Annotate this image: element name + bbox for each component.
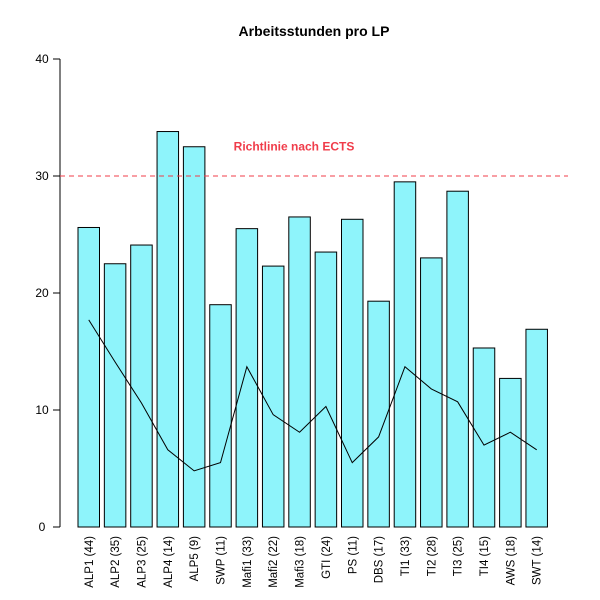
bar: [314, 251, 338, 528]
bar: [446, 190, 469, 528]
bar: [288, 216, 311, 528]
x-category-label: ALP4 (14): [163, 536, 175, 588]
y-tick-label: 40: [35, 52, 49, 66]
x-category-label: Mafi2 (22): [268, 536, 280, 588]
bar: [77, 226, 100, 528]
y-tick-label: 0: [39, 520, 46, 534]
reference-line-label: Richtlinie nach ECTS: [234, 139, 355, 153]
bar: [156, 131, 180, 528]
bar: [525, 328, 548, 528]
x-category-label: Mafi3 (18): [295, 536, 307, 588]
x-category-label: Mafi1 (33): [242, 536, 254, 588]
x-category-label: TI1 (33): [400, 536, 412, 576]
x-category-label: ALP5 (9): [189, 536, 201, 582]
reference-line-group: Richtlinie nach ECTS: [60, 139, 568, 177]
x-category-label: ALP2 (35): [110, 536, 122, 588]
chart-title: Arbeitsstunden pro LP: [239, 23, 390, 39]
bar: [103, 263, 127, 528]
y-tick-label: 20: [35, 286, 49, 300]
x-category-label: ALP1 (44): [84, 536, 96, 588]
x-category-label: TI3 (25): [453, 536, 465, 576]
bar-group: [77, 131, 548, 528]
bar: [209, 304, 232, 528]
bar: [341, 218, 364, 528]
bar: [182, 146, 206, 528]
x-category-label: GTI (24): [321, 536, 333, 579]
bar: [472, 347, 496, 528]
x-category-label: ALP3 (25): [136, 536, 148, 588]
bar: [235, 228, 259, 528]
x-category-label: PS (11): [347, 536, 359, 574]
y-axis-ticks: 0 10 20 30 40: [35, 52, 60, 534]
bar: [367, 300, 390, 528]
y-tick-label: 30: [35, 169, 49, 183]
x-category-label: TI2 (28): [426, 536, 438, 576]
bar: [130, 244, 153, 528]
bar: [420, 257, 443, 528]
x-category-label: AWS (18): [505, 536, 517, 586]
x-axis-labels: ALP1 (44) ALP2 (35) ALP3 (25) ALP4 (14) ALP5…: [84, 536, 544, 588]
x-category-label: SWT (14): [532, 536, 544, 585]
y-tick-label: 10: [35, 403, 49, 417]
x-category-label: DBS (17): [374, 536, 386, 583]
x-category-label: SWP (11): [216, 536, 228, 585]
x-category-label: TI4 (15): [479, 536, 491, 576]
series-line: [88, 319, 537, 472]
bar: [499, 377, 522, 528]
bar: [393, 181, 417, 528]
bar: [261, 265, 285, 528]
